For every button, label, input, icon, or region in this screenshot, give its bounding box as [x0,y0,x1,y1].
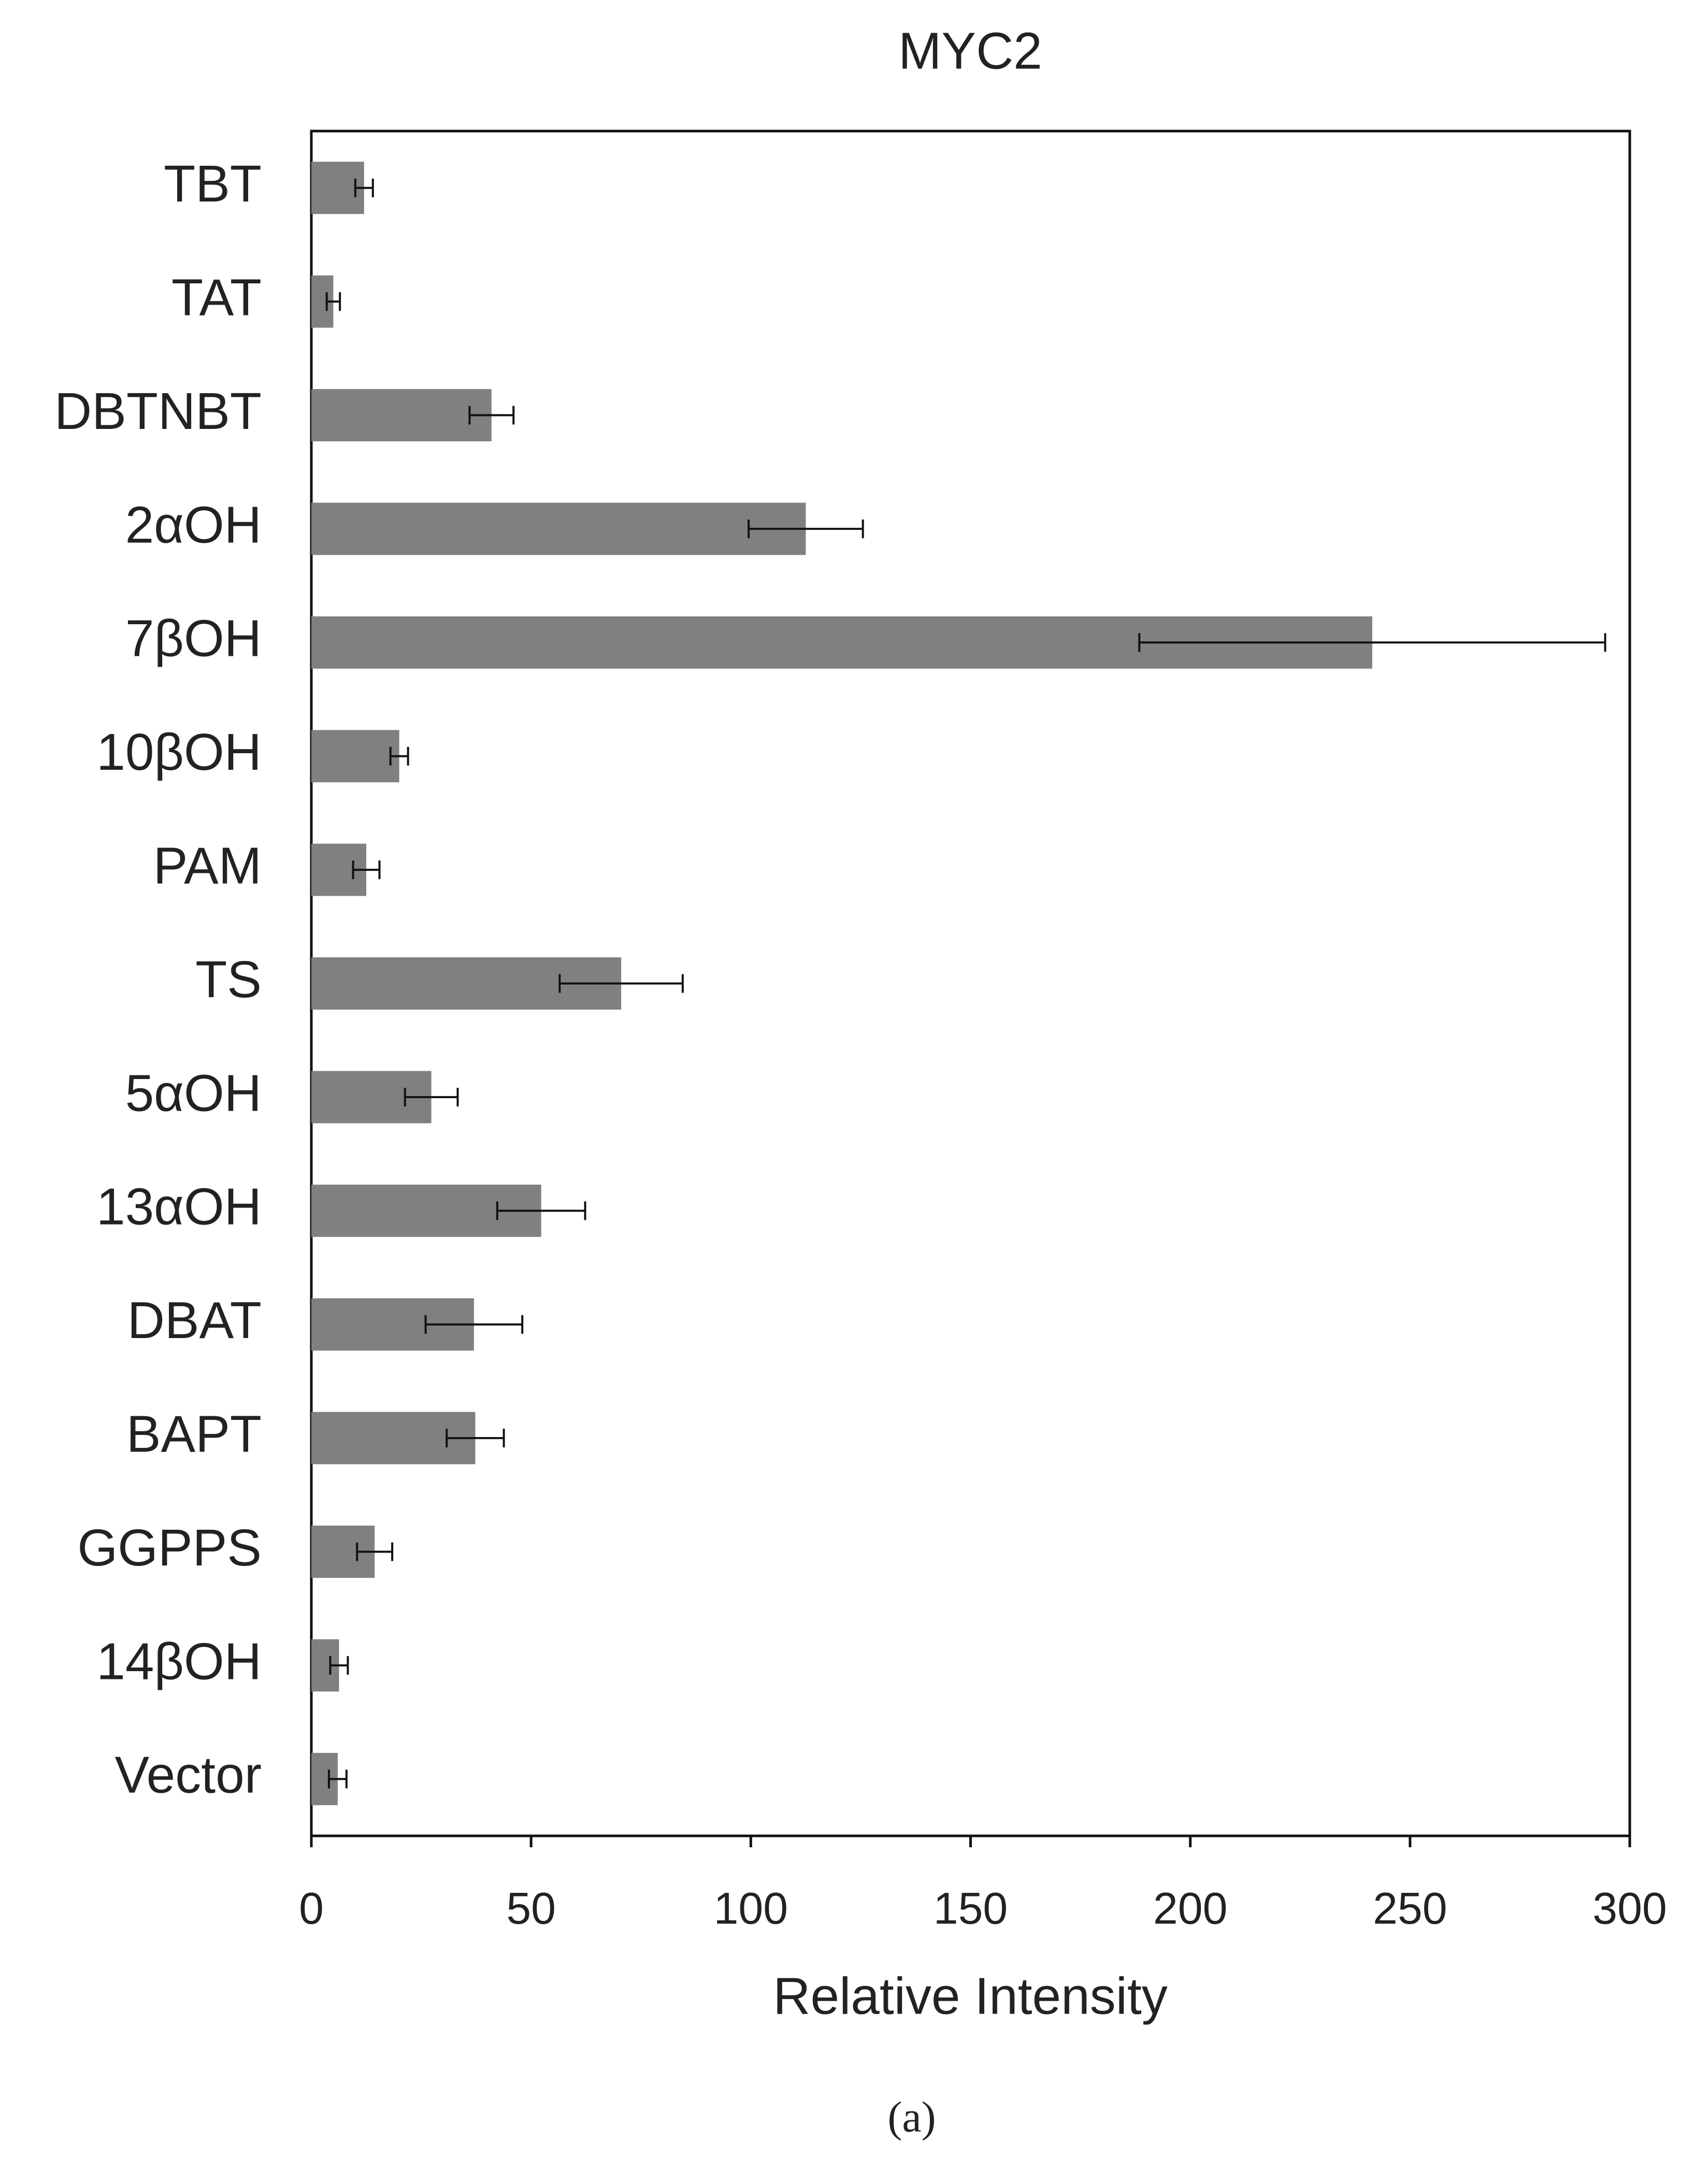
error-bar [468,406,515,425]
error-bar [424,1315,524,1334]
y-tick-label: 7βOH [125,610,262,668]
y-tick-label: BAPT [126,1405,262,1463]
error-bar [496,1201,586,1220]
y-tick-label: DBTNBT [54,382,262,440]
x-tick-label: 150 [934,1884,1008,1934]
x-tick-label: 50 [506,1884,556,1934]
error-bar [1138,633,1606,652]
error-bar [446,1429,505,1448]
x-tick-label: 300 [1592,1884,1667,1934]
y-tick-label: 14βOH [96,1632,262,1690]
y-tick-label: TS [195,951,262,1009]
y-tick-label: 10βOH [96,723,262,781]
x-tick-label: 200 [1153,1884,1228,1934]
y-tick-label: PAM [153,837,262,895]
y-tick-label: 13αOH [96,1178,262,1236]
bar [311,730,399,783]
caption: (a) [887,2093,936,2141]
error-bar [329,1656,349,1675]
x-tick-label: 100 [714,1884,788,1934]
error-bar [354,178,374,197]
error-bar [558,974,684,993]
y-tick-label: 2αOH [125,496,262,554]
error-bar [325,292,341,311]
bar [311,389,492,441]
error-bar [327,1770,348,1789]
error-bar [389,746,409,766]
y-tick-label: DBAT [127,1291,262,1349]
chart-title: MYC2 [898,22,1042,80]
y-tick-label: Vector [115,1746,262,1804]
x-tick-label: 0 [299,1884,324,1934]
error-bar [748,519,864,538]
y-tick-label: GGPPS [77,1519,262,1577]
y-tick-label: TBT [164,155,262,213]
error-bar [404,1087,459,1106]
x-axis-label: Relative Intensity [773,1967,1167,2025]
error-bar [352,860,381,880]
x-tick-label: 250 [1373,1884,1447,1934]
bar [311,502,806,555]
y-tick-label: 5αOH [125,1064,262,1122]
error-bar [356,1542,394,1561]
y-tick-label: TAT [171,269,262,327]
